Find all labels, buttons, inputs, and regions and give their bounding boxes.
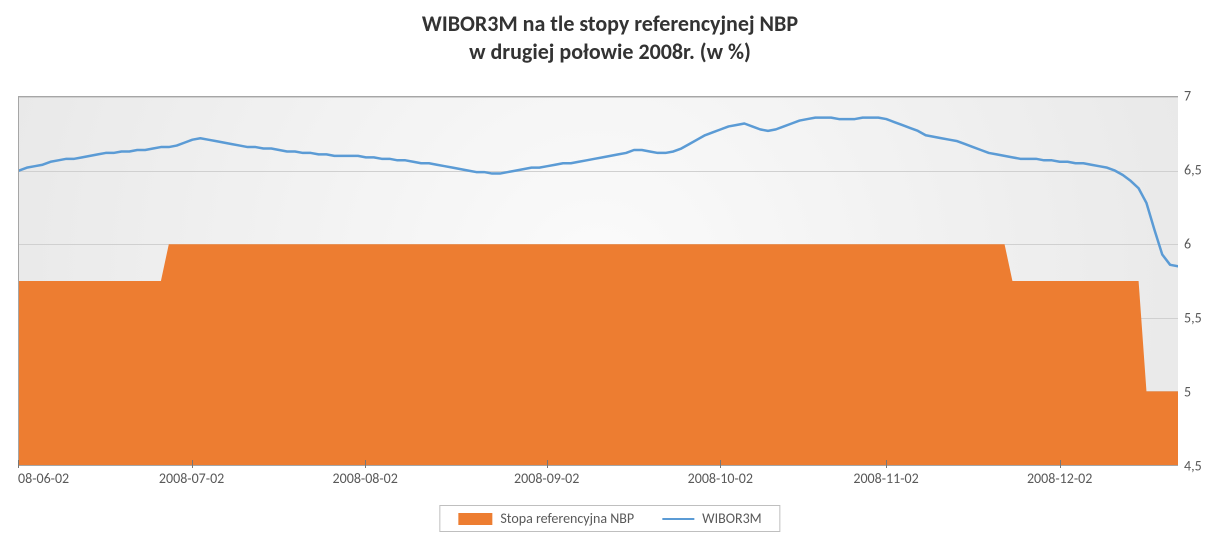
y-tick-label: 6,5 bbox=[1184, 162, 1202, 179]
x-tick-label: 2008-12-02 bbox=[1027, 470, 1092, 487]
plot-wrap bbox=[18, 96, 1178, 466]
chart-title: WIBOR3M na tle stopy referencyjnej NBP w… bbox=[0, 0, 1220, 71]
y-tick-label: 5 bbox=[1184, 384, 1191, 401]
plot-area bbox=[18, 96, 1178, 466]
x-tick-label: 2008-07-02 bbox=[159, 470, 224, 487]
legend-item-wibor: WIBOR3M bbox=[662, 510, 762, 527]
y-tick-label: 6 bbox=[1184, 236, 1191, 253]
x-tick-mark bbox=[192, 460, 193, 468]
x-tick-mark bbox=[1060, 460, 1061, 468]
legend-swatch-area bbox=[458, 513, 492, 525]
x-tick-label: 2008-10-02 bbox=[688, 470, 753, 487]
series-area-stopa bbox=[19, 244, 1178, 465]
y-axis: 4,555,566,57 bbox=[1178, 96, 1220, 466]
legend-label-stopa: Stopa referencyjna NBP bbox=[500, 510, 634, 527]
x-tick-mark bbox=[720, 460, 721, 468]
y-tick-label: 5,5 bbox=[1184, 310, 1202, 327]
x-tick-label: 2008-09-02 bbox=[514, 470, 579, 487]
legend-label-wibor: WIBOR3M bbox=[702, 510, 762, 527]
x-tick-mark bbox=[886, 460, 887, 468]
y-tick-label: 7 bbox=[1184, 88, 1191, 105]
x-tick-label: 2008-11-02 bbox=[853, 470, 918, 487]
legend-item-stopa: Stopa referencyjna NBP bbox=[458, 510, 634, 527]
x-tick-mark bbox=[365, 460, 366, 468]
x-axis: 08-06-02 2008-07-02 2008-08-02 2008-09-02 20… bbox=[18, 468, 1178, 490]
x-tick-label: 08-06-02 bbox=[18, 470, 69, 487]
legend-swatch-line bbox=[662, 518, 694, 520]
legend: Stopa referencyjna NBP WIBOR3M bbox=[439, 505, 780, 532]
x-tick-label: 2008-08-02 bbox=[333, 470, 398, 487]
chart-title-line2: w drugiej połowie 2008r. (w %) bbox=[0, 38, 1220, 66]
series-line-wibor bbox=[19, 118, 1178, 267]
x-tick-mark bbox=[547, 460, 548, 468]
y-tick-label: 4,5 bbox=[1184, 458, 1202, 475]
series-svg bbox=[19, 97, 1178, 465]
x-tick-mark bbox=[18, 460, 19, 468]
chart-container: WIBOR3M na tle stopy referencyjnej NBP w… bbox=[0, 0, 1220, 540]
chart-title-line1: WIBOR3M na tle stopy referencyjnej NBP bbox=[0, 10, 1220, 38]
